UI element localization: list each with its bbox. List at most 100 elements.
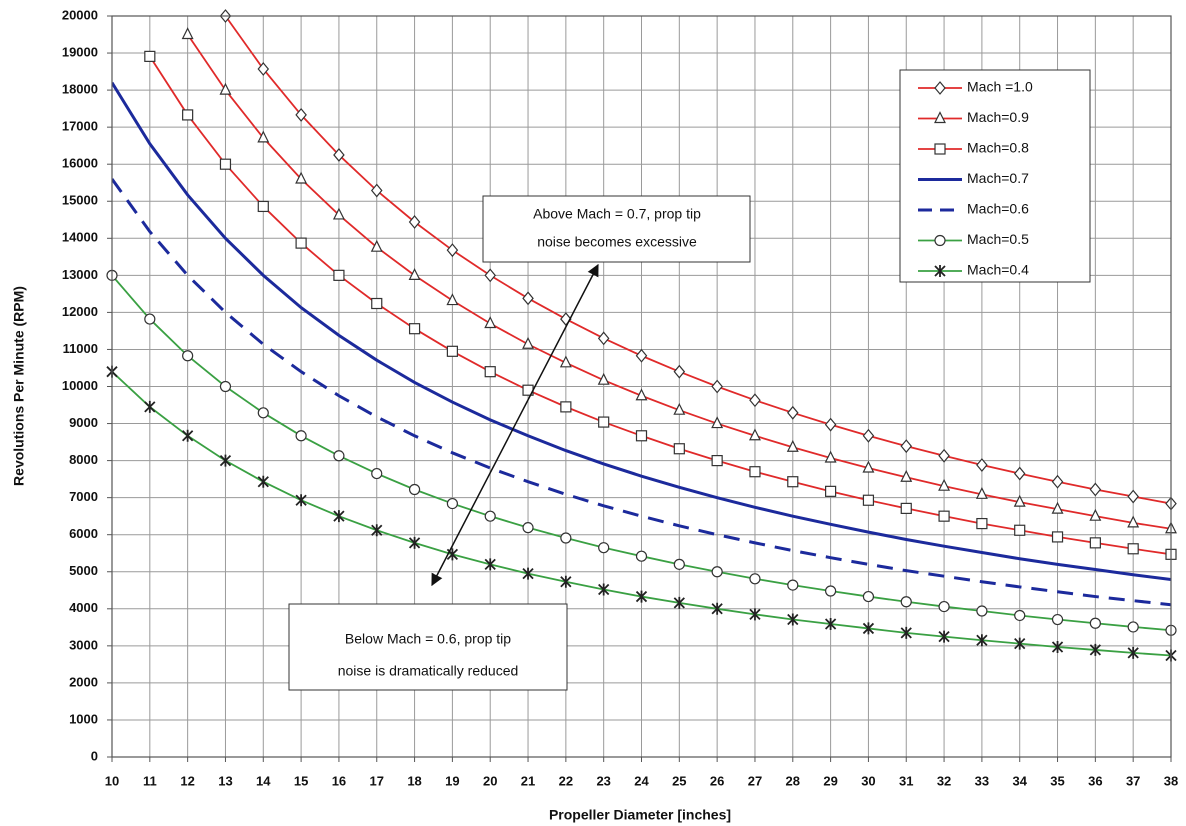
marker bbox=[711, 416, 724, 429]
marker bbox=[934, 234, 946, 247]
x-tick-label: 24 bbox=[634, 773, 649, 788]
marker bbox=[144, 400, 156, 413]
marker bbox=[900, 626, 912, 639]
x-tick-label: 27 bbox=[748, 773, 762, 788]
y-tick-label: 20000 bbox=[62, 7, 98, 22]
x-tick-label: 18 bbox=[407, 773, 421, 788]
marker bbox=[144, 50, 156, 62]
marker bbox=[295, 171, 308, 184]
annotation-text: Below Mach = 0.6, prop tip bbox=[345, 631, 511, 647]
marker bbox=[1051, 474, 1064, 489]
marker bbox=[408, 323, 421, 335]
marker bbox=[934, 265, 946, 277]
x-tick-label: 33 bbox=[975, 773, 989, 788]
marker bbox=[976, 605, 988, 617]
y-tick-label: 19000 bbox=[62, 44, 98, 59]
y-tick-label: 15000 bbox=[62, 193, 98, 208]
marker bbox=[938, 630, 950, 643]
marker bbox=[862, 590, 875, 603]
marker bbox=[825, 585, 837, 597]
annotation-text: noise is dramatically reduced bbox=[338, 663, 519, 679]
legend-label: Mach=0.6 bbox=[967, 201, 1029, 217]
x-tick-label: 12 bbox=[180, 773, 194, 788]
x-tick-label: 10 bbox=[105, 773, 119, 788]
marker bbox=[219, 82, 232, 95]
x-tick-label: 26 bbox=[710, 773, 724, 788]
marker bbox=[635, 430, 648, 442]
marker bbox=[408, 268, 421, 280]
marker bbox=[934, 81, 946, 95]
marker bbox=[295, 494, 307, 507]
y-tick-label: 1000 bbox=[69, 711, 98, 726]
marker bbox=[597, 331, 610, 346]
marker bbox=[934, 111, 946, 124]
marker bbox=[1089, 643, 1101, 656]
marker bbox=[408, 483, 421, 496]
marker bbox=[295, 107, 307, 122]
marker bbox=[181, 27, 194, 40]
marker bbox=[1013, 466, 1026, 481]
marker bbox=[976, 634, 988, 647]
series-line bbox=[224, 16, 1171, 505]
marker bbox=[1051, 640, 1064, 653]
marker bbox=[786, 439, 799, 452]
marker bbox=[560, 401, 572, 413]
marker bbox=[938, 510, 950, 522]
marker bbox=[787, 405, 799, 420]
y-tick-label: 6000 bbox=[69, 526, 98, 541]
marker bbox=[673, 558, 685, 570]
marker bbox=[219, 454, 232, 467]
marker bbox=[900, 439, 913, 454]
marker bbox=[1089, 617, 1101, 629]
marker bbox=[257, 475, 269, 488]
marker bbox=[635, 388, 648, 401]
marker bbox=[938, 478, 951, 491]
marker bbox=[787, 613, 799, 626]
x-axis-title: Propeller Diameter [inches] bbox=[549, 807, 731, 823]
series-line bbox=[149, 55, 1171, 556]
y-tick-label: 11000 bbox=[63, 341, 98, 356]
marker bbox=[332, 207, 345, 220]
marker bbox=[635, 590, 648, 603]
marker bbox=[333, 450, 345, 462]
marker bbox=[749, 466, 761, 478]
y-tick-label: 13000 bbox=[62, 267, 98, 282]
y-tick-label: 10000 bbox=[62, 378, 98, 393]
marker bbox=[862, 460, 875, 473]
marker bbox=[408, 215, 421, 229]
x-tick-label: 15 bbox=[294, 773, 308, 788]
marker bbox=[673, 402, 686, 415]
marker bbox=[673, 443, 685, 455]
marker bbox=[900, 469, 913, 482]
marker bbox=[673, 596, 685, 609]
marker bbox=[1089, 537, 1101, 549]
marker bbox=[824, 617, 837, 630]
legend-label: Mach=0.4 bbox=[967, 262, 1029, 278]
x-tick-label: 16 bbox=[332, 773, 346, 788]
legend-label: Mach=0.7 bbox=[967, 170, 1029, 186]
x-tick-label: 38 bbox=[1164, 773, 1178, 788]
marker bbox=[635, 550, 648, 562]
marker bbox=[862, 428, 875, 443]
marker bbox=[257, 62, 270, 76]
y-tick-label: 18000 bbox=[62, 82, 98, 97]
marker bbox=[862, 494, 875, 506]
y-axis-title: Revolutions Per Minute (RPM) bbox=[11, 286, 27, 486]
marker bbox=[560, 532, 572, 544]
marker bbox=[1014, 637, 1026, 650]
annotation-text: noise becomes excessive bbox=[537, 234, 697, 250]
marker bbox=[370, 239, 383, 252]
marker bbox=[975, 486, 988, 499]
x-tick-label: 36 bbox=[1088, 773, 1102, 788]
marker bbox=[333, 148, 345, 162]
marker bbox=[295, 237, 307, 249]
marker bbox=[635, 348, 648, 363]
y-tick-label: 7000 bbox=[69, 489, 98, 504]
x-tick-label: 13 bbox=[218, 773, 232, 788]
y-tick-label: 8000 bbox=[69, 452, 98, 467]
marker bbox=[749, 573, 761, 585]
marker bbox=[749, 393, 761, 408]
annotation-text: Above Mach = 0.7, prop tip bbox=[533, 206, 701, 222]
marker bbox=[333, 510, 345, 523]
